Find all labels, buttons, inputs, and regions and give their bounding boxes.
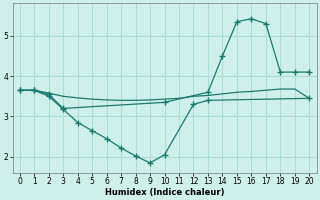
X-axis label: Humidex (Indice chaleur): Humidex (Indice chaleur) [105,188,224,197]
